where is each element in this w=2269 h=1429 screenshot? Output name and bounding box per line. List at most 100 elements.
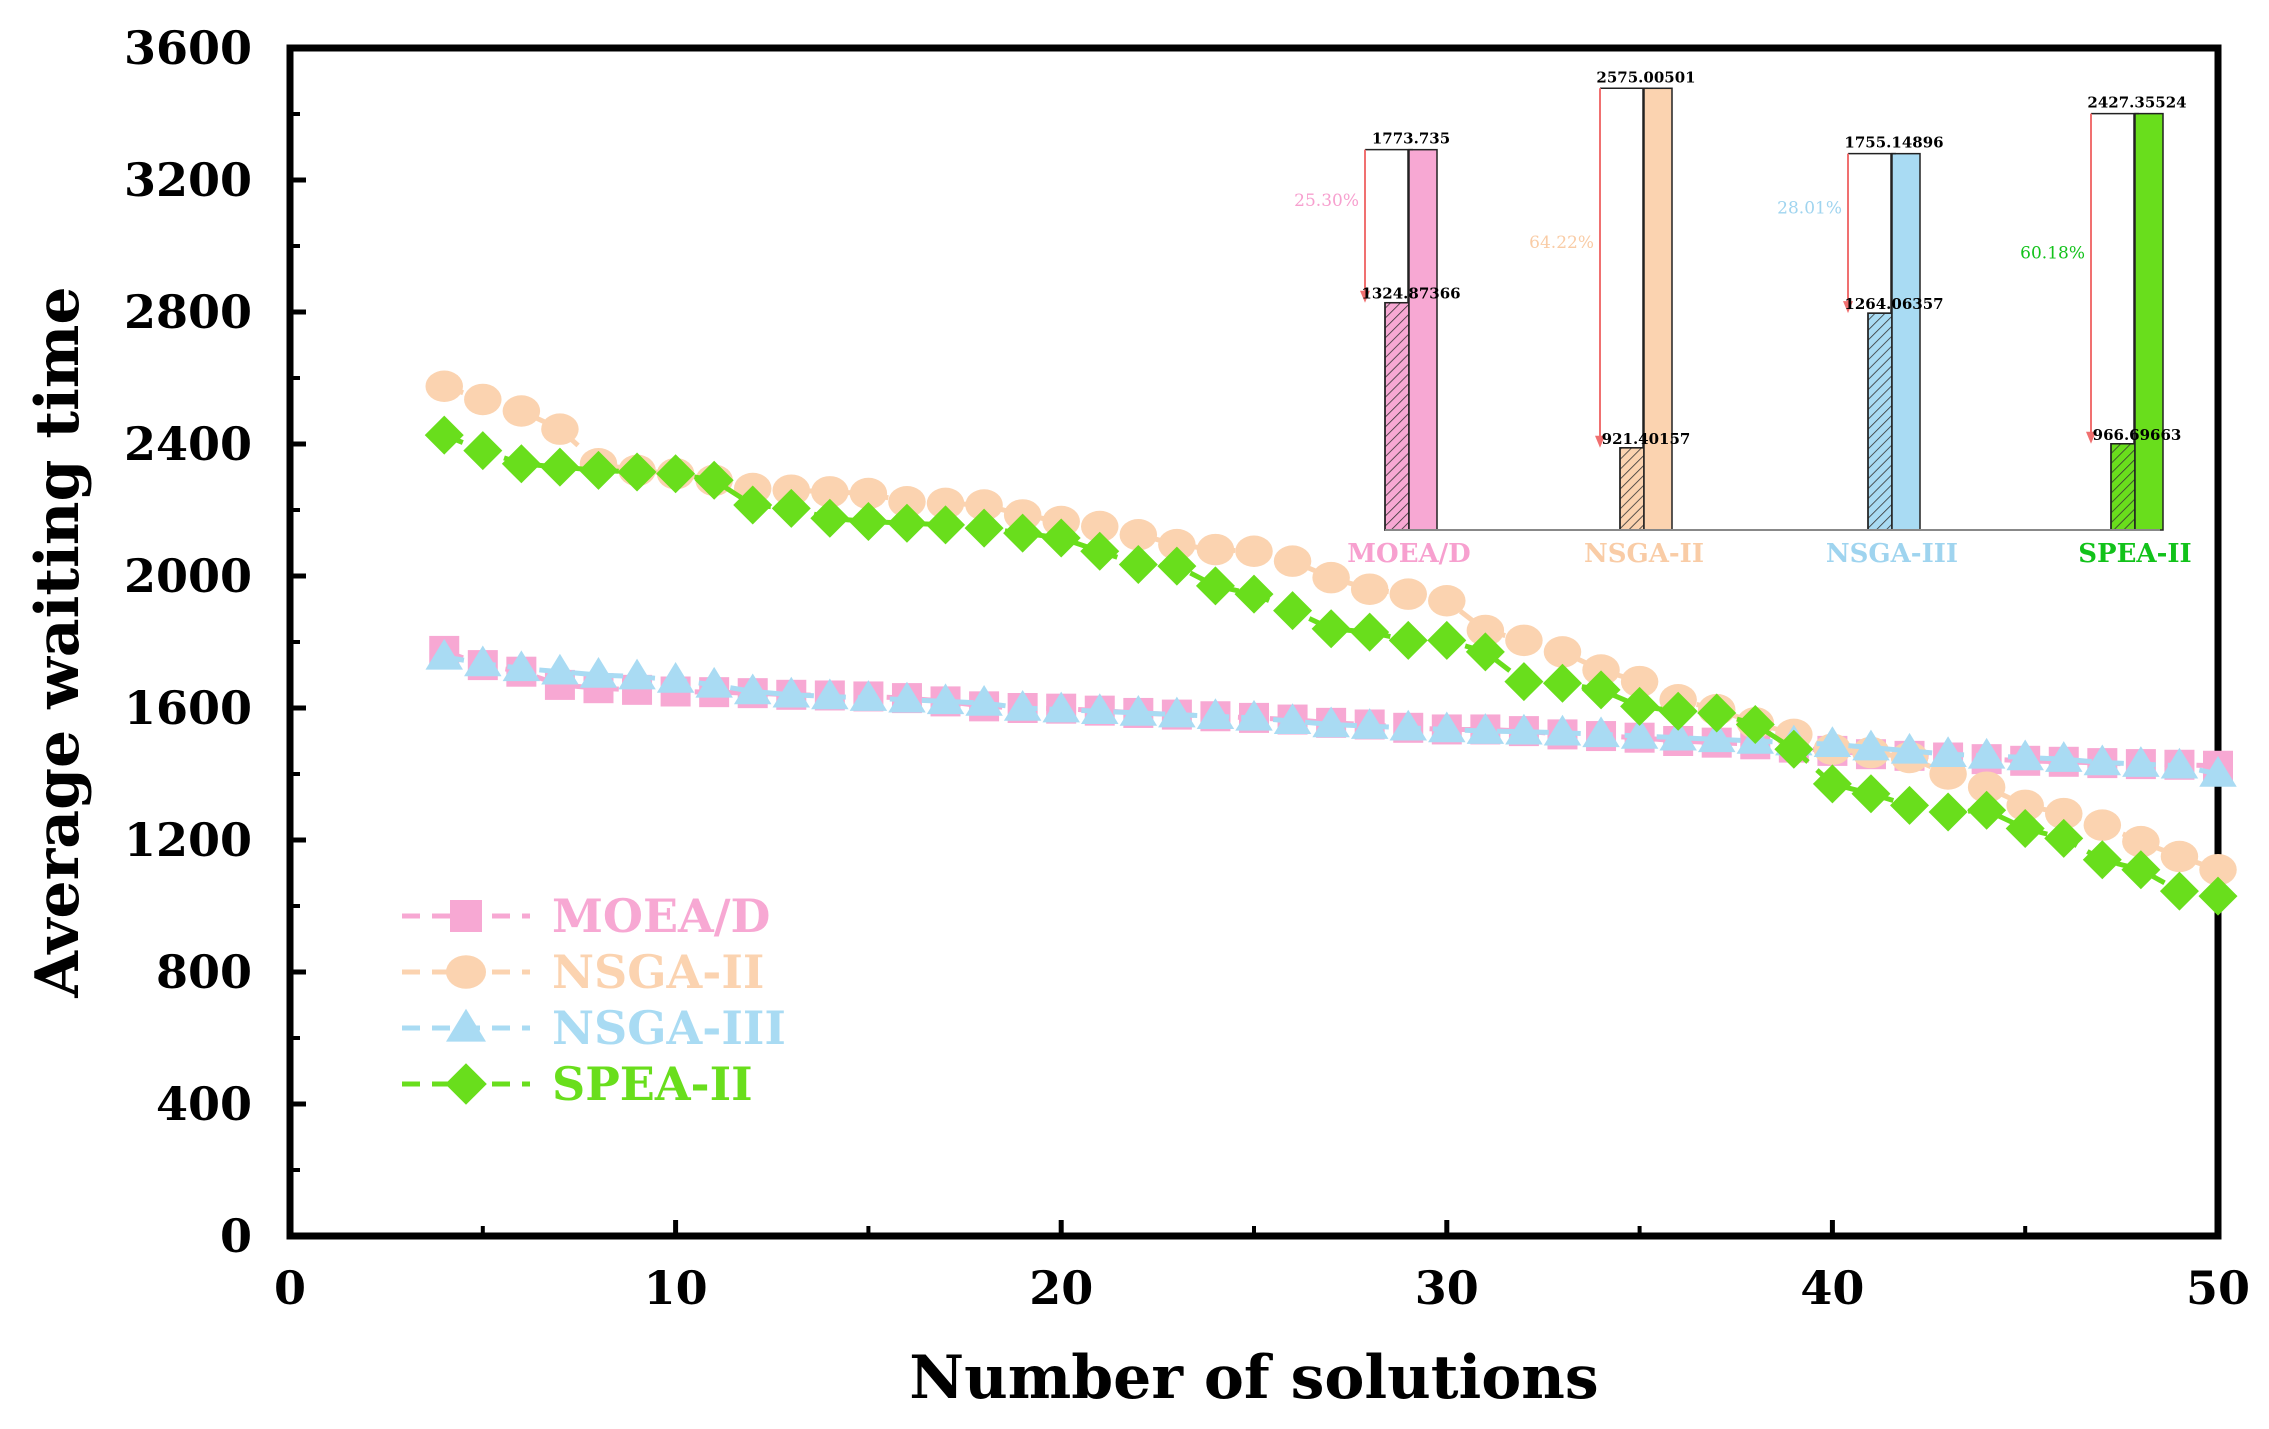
data-point-triangle bbox=[1273, 703, 1312, 734]
data-point-circle bbox=[811, 476, 849, 508]
data-point-diamond bbox=[1195, 566, 1235, 606]
inset-low-value: 1264.06357 bbox=[1844, 295, 1943, 313]
legend-item-spea-ii: SPEA-II bbox=[402, 1057, 753, 1111]
data-point-circle bbox=[1119, 519, 1158, 551]
data-point-triangle bbox=[1235, 699, 1273, 731]
data-point-triangle bbox=[656, 661, 695, 693]
data-point-triangle bbox=[1042, 691, 1080, 723]
data-point-triangle bbox=[1466, 713, 1505, 744]
data-point-triangle bbox=[1659, 719, 1697, 751]
inset-arrow-head bbox=[1360, 290, 1370, 303]
data-point-diamond bbox=[445, 1063, 487, 1105]
data-point-diamond bbox=[887, 503, 927, 543]
data-point-diamond bbox=[1504, 662, 1544, 702]
data-point-triangle bbox=[849, 680, 888, 711]
data-point-circle bbox=[926, 487, 965, 520]
y-axis: 0 400 800 1200 1600 2000 2400 2800 3200 3600 bbox=[124, 21, 306, 1263]
data-point-triangle bbox=[425, 638, 463, 670]
data-point-triangle bbox=[926, 683, 965, 715]
data-point-diamond bbox=[1697, 693, 1737, 733]
inset-low-value: 966.69663 bbox=[2093, 426, 2182, 444]
data-point-diamond bbox=[2044, 818, 2084, 858]
data-point-circle bbox=[1312, 561, 1350, 594]
data-point-triangle bbox=[1389, 709, 1427, 741]
y-tick-label: 0 bbox=[220, 1209, 252, 1263]
data-point-circle bbox=[2160, 840, 2199, 873]
data-point-circle bbox=[2083, 809, 2122, 841]
inset-category-label: NSGA-III bbox=[1826, 539, 1958, 569]
data-point-circle bbox=[1967, 771, 2006, 803]
x-tick-label: 50 bbox=[2186, 1261, 2250, 1315]
inset-bar-high bbox=[1408, 148, 1438, 531]
data-point-triangle bbox=[888, 681, 926, 713]
data-point-circle bbox=[965, 489, 1003, 521]
data-point-circle bbox=[2122, 825, 2160, 858]
data-point-circle bbox=[425, 370, 463, 402]
data-point-triangle bbox=[618, 658, 656, 690]
data-point-triangle bbox=[1312, 706, 1350, 738]
inset-bar-high bbox=[2134, 112, 2164, 531]
data-point-triangle bbox=[1350, 708, 1389, 739]
data-point-diamond bbox=[1003, 513, 1043, 553]
series-spea-ii bbox=[424, 415, 2238, 916]
data-point-diamond bbox=[463, 431, 503, 471]
inset-arrow-head bbox=[1595, 435, 1605, 448]
data-point-diamond bbox=[694, 460, 734, 500]
data-point-triangle bbox=[2199, 756, 2237, 787]
data-point-diamond bbox=[501, 444, 541, 484]
data-point-circle bbox=[1273, 545, 1312, 577]
inset-bar-low-hatch bbox=[1619, 447, 1645, 531]
data-point-circle bbox=[446, 955, 486, 989]
data-point-triangle bbox=[1967, 737, 2006, 769]
legend-label: NSGA-II bbox=[552, 945, 764, 999]
y-tick-label: 1600 bbox=[124, 681, 252, 735]
legend-item-nsga-ii: NSGA-II bbox=[402, 945, 764, 999]
inset-high-value: 1773.735 bbox=[1372, 130, 1450, 148]
inset-bar-chart: 1773.735 1324.87366 25.30% MOEA/D 2575.00501… bbox=[1294, 68, 2203, 569]
data-point-diamond bbox=[1118, 544, 1158, 584]
data-point-triangle bbox=[965, 685, 1003, 716]
data-point-diamond bbox=[1812, 764, 1852, 804]
y-tick-label: 400 bbox=[156, 1077, 252, 1131]
data-point-triangle bbox=[502, 650, 541, 682]
data-point-diamond bbox=[424, 415, 464, 455]
x-tick-label: 0 bbox=[274, 1261, 306, 1315]
inset-bar-low-hatch bbox=[1867, 312, 1893, 531]
data-point-diamond bbox=[1658, 691, 1698, 731]
data-point-triangle bbox=[733, 673, 772, 705]
legend-label: MOEA/D bbox=[552, 889, 770, 943]
data-point-diamond bbox=[617, 452, 657, 492]
data-point-diamond bbox=[1080, 531, 1120, 571]
data-point-circle bbox=[541, 413, 579, 445]
data-point-diamond bbox=[1774, 729, 1814, 769]
data-point-diamond bbox=[1350, 612, 1390, 652]
data-point-diamond bbox=[2198, 876, 2238, 916]
y-tick-label: 3200 bbox=[124, 153, 252, 207]
inset-bar-high bbox=[1643, 87, 1673, 531]
data-point-diamond bbox=[1234, 574, 1274, 614]
data-point-diamond bbox=[1928, 792, 1968, 832]
data-point-triangle bbox=[1119, 694, 1158, 726]
data-point-triangle bbox=[1196, 698, 1235, 729]
inset-percent-label: 25.30% bbox=[1294, 191, 1359, 211]
data-point-circle bbox=[1235, 535, 1273, 567]
inset-high-value: 2575.00501 bbox=[1596, 68, 1695, 86]
inset-percent-label: 28.01% bbox=[1777, 198, 1842, 218]
legend-item-nsga-iii: NSGA-III bbox=[402, 1001, 786, 1055]
legend-label: SPEA-II bbox=[552, 1057, 753, 1111]
data-point-diamond bbox=[578, 450, 618, 490]
inset-high-value: 2427.35524 bbox=[2087, 94, 2186, 112]
data-point-triangle bbox=[579, 657, 618, 688]
data-point-circle bbox=[1196, 533, 1235, 566]
data-point-triangle bbox=[2160, 747, 2199, 779]
inset-percent-label: 64.22% bbox=[1529, 233, 1594, 253]
inset-group-nsga-ii: 2575.00501 921.40157 64.22% NSGA-II bbox=[1529, 68, 1704, 569]
data-point-triangle bbox=[2122, 746, 2160, 777]
data-point-diamond bbox=[1465, 632, 1505, 672]
inset-background bbox=[1385, 195, 2203, 535]
data-point-circle bbox=[1428, 585, 1466, 617]
data-point-diamond bbox=[733, 485, 773, 525]
x-axis: 0 10 20 30 40 50 bbox=[274, 1220, 2250, 1315]
data-point-circle bbox=[888, 486, 926, 518]
data-point-triangle bbox=[1505, 713, 1543, 745]
